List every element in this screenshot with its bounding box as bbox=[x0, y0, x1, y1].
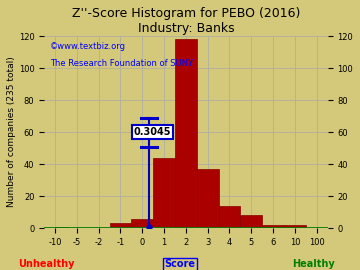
Text: The Research Foundation of SUNY: The Research Foundation of SUNY bbox=[50, 59, 193, 68]
Bar bbox=[262, 225, 284, 228]
Text: Score: Score bbox=[165, 259, 195, 269]
Bar bbox=[109, 223, 131, 228]
Text: ©www.textbiz.org: ©www.textbiz.org bbox=[50, 42, 126, 51]
Text: Healthy: Healthy bbox=[292, 259, 334, 269]
Bar bbox=[197, 169, 219, 228]
Bar bbox=[175, 39, 197, 228]
Y-axis label: Number of companies (235 total): Number of companies (235 total) bbox=[7, 57, 16, 208]
Text: Unhealthy: Unhealthy bbox=[19, 259, 75, 269]
Bar bbox=[131, 218, 153, 228]
Bar bbox=[240, 215, 262, 228]
Bar bbox=[153, 158, 175, 228]
Text: 0.3045: 0.3045 bbox=[134, 127, 171, 137]
Bar bbox=[219, 206, 240, 228]
Bar bbox=[55, 227, 68, 228]
Bar bbox=[284, 225, 306, 228]
Title: Z''-Score Histogram for PEBO (2016)
Industry: Banks: Z''-Score Histogram for PEBO (2016) Indu… bbox=[72, 7, 300, 35]
